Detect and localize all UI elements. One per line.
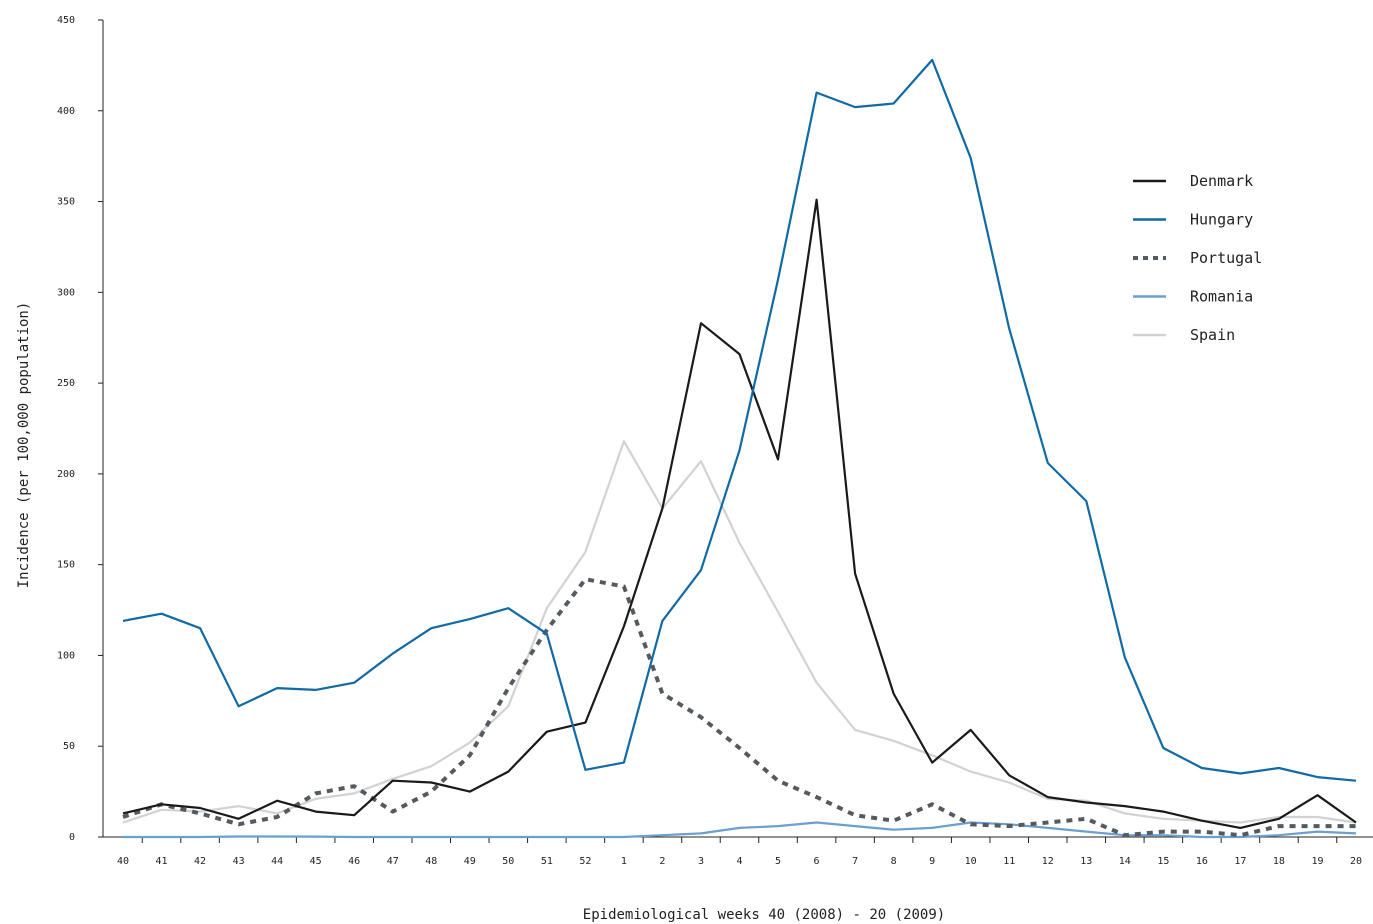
x-tick-label: 52 <box>579 856 591 867</box>
x-axis-title: Epidemiological weeks 40 (2008) - 20 (20… <box>583 907 945 923</box>
y-tick-label: 300 <box>57 287 75 298</box>
x-tick-label: 2 <box>659 856 665 867</box>
x-tick-label: 8 <box>891 856 897 867</box>
x-tick-label: 7 <box>852 856 858 867</box>
x-tick-label: 42 <box>194 856 206 867</box>
x-tick-label: 3 <box>698 856 704 867</box>
y-tick-label: 450 <box>57 15 75 26</box>
x-tick-label: 13 <box>1080 856 1092 867</box>
series-line-romania <box>123 821 1357 839</box>
legend-label-hungary: Hungary <box>1190 211 1253 229</box>
x-tick-label: 9 <box>929 856 935 867</box>
y-tick-label: 250 <box>57 378 75 389</box>
series-line-spain <box>122 440 1357 824</box>
series-line-denmark <box>122 198 1357 830</box>
x-tick-label: 44 <box>271 856 283 867</box>
legend-label-spain: Spain <box>1190 326 1235 344</box>
x-tick-label: 48 <box>425 856 437 867</box>
series-layer <box>122 58 1357 839</box>
y-tick-label: 100 <box>57 650 75 661</box>
y-tick-label: 350 <box>57 197 75 208</box>
x-tick-label: 11 <box>1003 856 1015 867</box>
x-tick-label: 50 <box>502 856 514 867</box>
series-line-portugal <box>122 577 1356 838</box>
y-tick-label: 50 <box>63 741 75 752</box>
y-tick-label: 0 <box>69 832 75 843</box>
x-tick-label: 41 <box>156 856 168 867</box>
x-tick-label: 1 <box>621 856 627 867</box>
series-line-hungary <box>122 58 1357 782</box>
legend-label-romania: Romania <box>1190 288 1253 306</box>
x-tick-label: 17 <box>1234 856 1246 867</box>
x-tick-label: 45 <box>310 856 322 867</box>
legend-label-denmark: Denmark <box>1190 172 1253 190</box>
legend: Denmark Hungary Portugal Romania Spain <box>1133 172 1262 344</box>
x-tick-label: 40 <box>117 856 129 867</box>
x-tick-label: 18 <box>1273 856 1285 867</box>
x-tick-label: 12 <box>1042 856 1054 867</box>
x-tick-label: 46 <box>348 856 360 867</box>
x-tick-label: 5 <box>775 856 781 867</box>
y-axis-title: Incidence (per 100,000 population) <box>16 302 32 589</box>
x-tick-label: 47 <box>387 856 399 867</box>
x-tick-label: 4 <box>736 856 742 867</box>
x-tick-label: 10 <box>965 856 977 867</box>
y-tick-label: 150 <box>57 560 75 571</box>
x-tick-label: 15 <box>1157 856 1169 867</box>
x-tick-label: 16 <box>1196 856 1208 867</box>
y-tick-label: 200 <box>57 469 75 480</box>
legend-label-portugal: Portugal <box>1190 249 1262 267</box>
x-tick-label: 19 <box>1311 856 1323 867</box>
x-tick-label: 20 <box>1350 856 1362 867</box>
x-tick-label: 51 <box>541 856 553 867</box>
x-tick-label: 6 <box>814 856 820 867</box>
x-tick-label: 14 <box>1119 856 1131 867</box>
y-tick-label: 400 <box>57 106 75 117</box>
x-tick-label: 43 <box>233 856 245 867</box>
x-tick-label: 49 <box>464 856 476 867</box>
